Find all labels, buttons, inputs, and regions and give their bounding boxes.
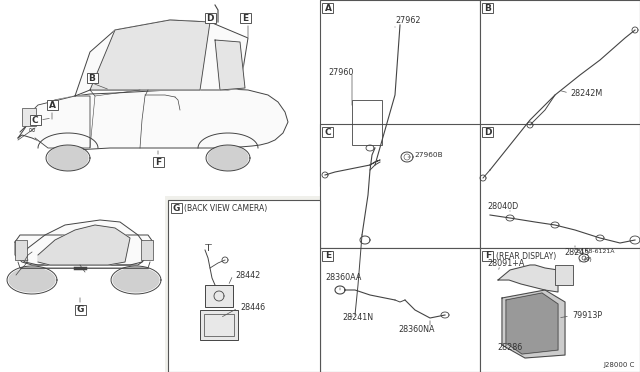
Bar: [555, 265, 573, 285]
Text: D: D: [206, 13, 214, 22]
Text: E: E: [242, 13, 248, 22]
Polygon shape: [215, 40, 245, 90]
Text: 27960: 27960: [328, 67, 353, 77]
Bar: [200, 310, 238, 340]
Text: 28286: 28286: [497, 343, 522, 353]
Bar: [204, 314, 234, 336]
Text: (REAR DISPLAY): (REAR DISPLAY): [496, 251, 556, 260]
Polygon shape: [15, 235, 153, 265]
Polygon shape: [208, 146, 248, 170]
Text: A: A: [324, 3, 332, 13]
Text: 79913P: 79913P: [572, 311, 602, 321]
Polygon shape: [9, 268, 55, 292]
Bar: [483, 127, 493, 137]
Text: 28442: 28442: [235, 270, 260, 279]
Polygon shape: [502, 290, 565, 358]
Text: 28242M: 28242M: [570, 89, 602, 97]
Bar: [480, 0, 640, 186]
Text: (BACK VIEW CAMERA): (BACK VIEW CAMERA): [184, 203, 268, 212]
Bar: [170, 203, 182, 213]
Bar: [141, 240, 153, 260]
Bar: [323, 251, 333, 261]
Polygon shape: [75, 20, 248, 96]
Polygon shape: [90, 20, 210, 90]
Bar: [352, 100, 382, 145]
Polygon shape: [35, 96, 90, 148]
Text: 28446: 28446: [240, 304, 265, 312]
Text: B: B: [484, 3, 492, 13]
Text: 28245: 28245: [564, 247, 589, 257]
Bar: [15, 240, 27, 260]
Polygon shape: [506, 293, 558, 354]
Text: 08168-6121A: 08168-6121A: [574, 248, 616, 253]
Text: G: G: [76, 305, 84, 314]
Polygon shape: [20, 220, 148, 265]
Text: 27960B: 27960B: [414, 152, 443, 158]
Bar: [205, 285, 233, 307]
Bar: [483, 251, 493, 261]
Text: 28040D: 28040D: [487, 202, 518, 211]
Bar: [29, 115, 40, 125]
Text: 28360AA: 28360AA: [325, 273, 362, 282]
Text: D: D: [484, 128, 492, 137]
Bar: [86, 73, 97, 83]
Bar: [0, 196, 165, 372]
Polygon shape: [38, 225, 130, 265]
Bar: [168, 200, 320, 372]
Text: 28091+A: 28091+A: [487, 259, 524, 267]
Bar: [480, 124, 640, 248]
Text: B: B: [88, 74, 95, 83]
Text: F: F: [485, 251, 491, 260]
Bar: [323, 3, 333, 13]
Polygon shape: [498, 265, 558, 292]
Polygon shape: [18, 88, 288, 150]
Bar: [320, 0, 480, 186]
Bar: [205, 13, 216, 23]
Bar: [320, 124, 480, 248]
Bar: [323, 127, 333, 137]
Bar: [74, 305, 86, 315]
Text: F: F: [155, 157, 161, 167]
Text: E: E: [325, 251, 331, 260]
Bar: [239, 13, 250, 23]
Bar: [483, 3, 493, 13]
Bar: [320, 248, 480, 372]
Text: C: C: [32, 115, 38, 125]
Text: 28241N: 28241N: [342, 314, 373, 323]
Bar: [480, 248, 640, 372]
Text: A: A: [49, 100, 56, 109]
Text: G: G: [172, 203, 180, 212]
Text: 27962: 27962: [395, 16, 420, 25]
Text: 28360NA: 28360NA: [398, 326, 435, 334]
Bar: [47, 100, 58, 110]
Text: C: C: [324, 128, 332, 137]
Text: (4): (4): [584, 257, 593, 263]
Polygon shape: [48, 146, 88, 170]
Bar: [0, 0, 320, 196]
Bar: [22, 108, 36, 126]
Polygon shape: [113, 268, 159, 292]
Text: ∞: ∞: [28, 125, 36, 135]
Bar: [152, 157, 163, 167]
Text: J28000 C: J28000 C: [604, 362, 635, 368]
